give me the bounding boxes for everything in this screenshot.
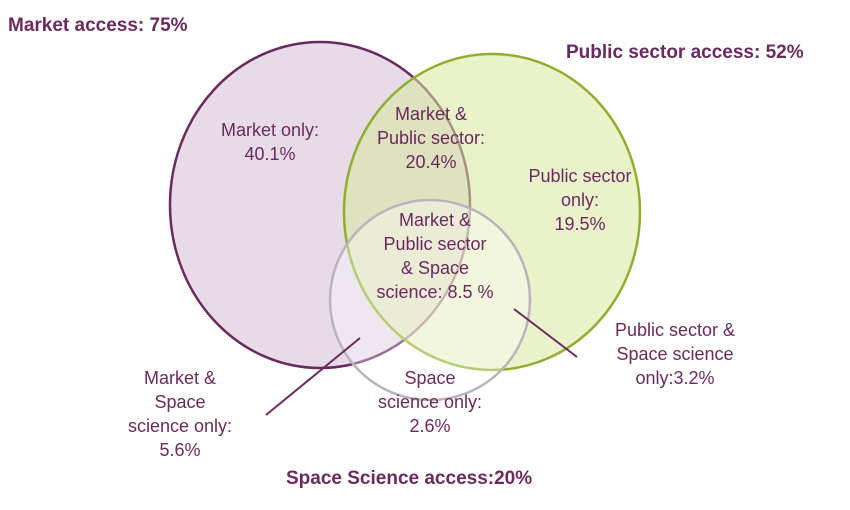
- market-only-label: Market only: 40.1%: [195, 118, 345, 166]
- market-public-line-3: 20.4%: [405, 152, 457, 172]
- all-three-line-2: Public sector: [383, 234, 487, 254]
- public-only-line-1: Public sector: [528, 166, 632, 186]
- market-space-label: Market & Space science only: 5.6%: [105, 366, 255, 462]
- public-space-line-1: Public sector &: [614, 320, 736, 340]
- public-only-label: Public sector only: 19.5%: [505, 164, 655, 236]
- all-three-line-4: science: 8.5 %: [376, 282, 494, 302]
- all-three-line-3: & Space: [400, 258, 470, 278]
- public-space-label: Public sector & Space science only:3.2%: [590, 318, 760, 390]
- space-only-line-2: science only:: [377, 392, 483, 412]
- market-space-line-2: Space: [154, 392, 206, 412]
- space-only-line-1: Space: [404, 368, 456, 388]
- space-science-circle: [328, 198, 532, 402]
- market-space-line-1: Market &: [143, 368, 217, 388]
- market-space-leader-line: [265, 337, 361, 416]
- public-space-line-2: Space science: [616, 344, 734, 364]
- market-public-line-1: Market &: [394, 104, 468, 124]
- space-only-label: Space science only: 2.6%: [355, 366, 505, 438]
- market-only-line-2: 40.1%: [244, 144, 296, 164]
- public-space-line-3: only:3.2%: [635, 368, 715, 388]
- space-science-access-title: Space Science access:20%: [286, 468, 533, 489]
- public-space-leader-line: [513, 308, 578, 358]
- market-space-line-3: science only:: [127, 416, 233, 436]
- market-space-line-4: 5.6%: [159, 440, 201, 460]
- all-three-line-1: Market &: [398, 210, 472, 230]
- market-public-line-2: Public sector:: [376, 128, 486, 148]
- market-only-line-1: Market only:: [220, 120, 320, 140]
- space-only-line-3: 2.6%: [409, 416, 451, 436]
- public-only-line-3: 19.5%: [554, 214, 606, 234]
- public-only-line-2: only:: [560, 190, 600, 210]
- market-public-label: Market & Public sector: 20.4%: [356, 102, 506, 174]
- public-sector-access-title: Public sector access: 52%: [566, 42, 804, 63]
- all-three-label: Market & Public sector & Space science: …: [355, 208, 515, 304]
- public-sector-circle: [342, 52, 642, 372]
- market-access-title: Market access: 75%: [8, 15, 188, 36]
